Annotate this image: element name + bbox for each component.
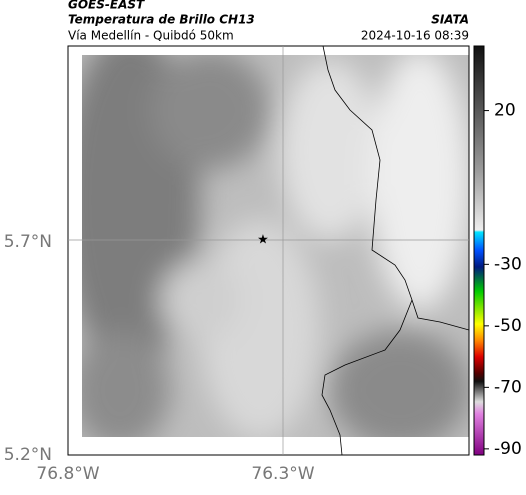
- border: [321, 45, 470, 456]
- map-frame: [67, 45, 470, 456]
- source: GOES-EAST: [68, 0, 145, 12]
- colorbar-tick-label: -30: [494, 254, 522, 274]
- colorbar-tick-label: -50: [494, 316, 522, 336]
- lat-label: 5.2°N: [4, 445, 52, 465]
- colorbar-tick-label: -70: [494, 377, 522, 397]
- colorbar-tick-label: -90: [494, 439, 522, 459]
- title: Temperatura de Brillo CH13: [68, 13, 255, 27]
- map-labels: 5.7°N 5.2°N 76.8°W 76.3°W: [4, 232, 315, 484]
- timestamp: 2024-10-16 08:39: [361, 29, 469, 43]
- header: GOES-EAST Temperatura de Brillo CH13 Vía…: [68, 0, 469, 43]
- lon-label: 76.3°W: [251, 464, 314, 484]
- location-marker: ★: [257, 233, 269, 248]
- colorbar: [473, 45, 485, 456]
- agency: SIATA: [431, 13, 469, 27]
- lat-label: 5.7°N: [4, 232, 52, 252]
- lon-label: 76.8°W: [36, 464, 99, 484]
- satellite-image: [82, 55, 469, 437]
- colorbar-tick-label: 20: [494, 101, 516, 121]
- subtitle: Vía Medellín - Quibdó 50km: [68, 29, 234, 43]
